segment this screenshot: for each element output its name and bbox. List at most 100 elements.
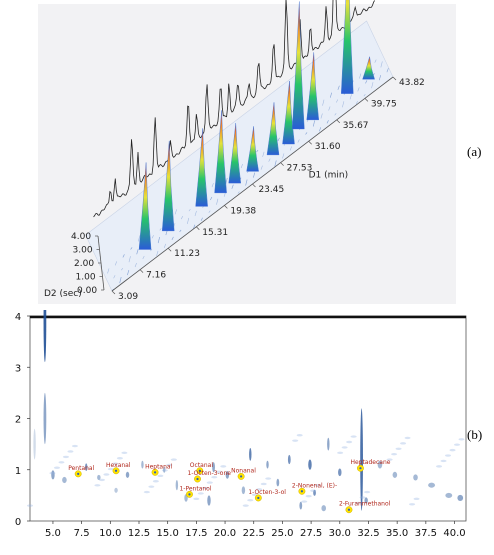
heatmap-haze [310, 489, 317, 492]
surface-noise [225, 177, 228, 185]
surface-noise [336, 99, 339, 103]
heatmap-haze [337, 451, 344, 455]
x-tick-label: 7.5 [74, 528, 90, 539]
compound-label: 1-Octen-3-one [188, 470, 232, 477]
heatmap-blob [287, 454, 291, 465]
heatmap-blob [249, 447, 252, 461]
compound-label: Pentanal [68, 465, 94, 472]
heatmap-blob [377, 460, 383, 469]
heatmap-haze [445, 454, 452, 457]
d1-tick-label: 7.16 [146, 271, 166, 281]
heatmap-blob [43, 392, 47, 445]
x-tick-label: 30.0 [329, 528, 351, 539]
heatmap-haze [391, 452, 398, 456]
compound-peak-core [240, 475, 243, 478]
surface-noise [159, 228, 162, 231]
x-tick-label: 17.5 [185, 528, 207, 539]
surface-noise [349, 94, 352, 100]
surface-noise [245, 179, 248, 186]
heatmap-haze [458, 438, 465, 441]
surface-noise [326, 120, 329, 124]
heatmap-haze [355, 501, 362, 505]
heatmap-blob [445, 492, 453, 498]
d2-tick-label: 2.00 [74, 259, 94, 269]
heatmap-haze [53, 466, 60, 469]
surface-noise [297, 139, 300, 143]
d1-tick [280, 162, 284, 166]
surface-noise [262, 151, 265, 157]
compound-peak-core [153, 471, 157, 474]
panel-a-3d-surface: 3.09 7.16 11.23 15.31 19.38 23.45 27.53 31.60 35… [38, 0, 456, 304]
compound-peak-core [188, 493, 191, 496]
x-tick-label: 37.5 [415, 528, 437, 539]
heatmap-haze [116, 457, 123, 460]
heatmap-haze [292, 439, 299, 442]
plot-area [29, 315, 467, 522]
compound-label: 2-Furanmethanol [339, 501, 391, 508]
surface-noise [380, 61, 383, 68]
heatmap-haze [305, 494, 312, 498]
heatmap-blob [85, 463, 88, 472]
surface-noise [187, 217, 190, 224]
surface-peak [306, 52, 319, 121]
surface-noise [156, 250, 159, 256]
compound-label: 1-Pentanol [179, 485, 211, 492]
surface-noise [200, 217, 203, 221]
x-tick-label: 20.0 [214, 528, 236, 539]
compound-label: Heptadecane [350, 459, 390, 466]
d2-axis-label: D2 (sec) [44, 289, 82, 299]
d2-tick-label: 4.00 [71, 232, 91, 242]
d1-tick-label: 3.09 [118, 292, 138, 302]
surface-noise [274, 160, 277, 167]
heatmap-haze [341, 446, 348, 449]
heatmap-blob [313, 489, 316, 496]
heatmap-haze [400, 442, 407, 445]
heatmap-haze [157, 474, 164, 478]
heatmap-haze [197, 492, 204, 495]
heatmap-blob [212, 462, 215, 473]
surface-noise [342, 101, 345, 108]
d1-tick [224, 205, 228, 209]
surface-noise [355, 101, 358, 105]
heatmap-blob [266, 460, 269, 469]
heatmap-haze [161, 469, 168, 472]
x-tick-label: 27.5 [300, 528, 322, 539]
surface-noise [171, 236, 174, 241]
d2-tick-label: 0.00 [77, 286, 97, 296]
heatmap-blob [163, 466, 166, 473]
surface-noise [319, 127, 322, 132]
surface-peak [282, 80, 295, 145]
d1-tick [364, 98, 369, 102]
surface-noise [113, 275, 116, 279]
heatmap-blob [308, 459, 312, 470]
heatmap-blob [457, 494, 464, 502]
surface-noise [337, 85, 340, 90]
surface-noise [142, 255, 145, 260]
compound-label: Hexanal [106, 462, 131, 469]
surface-noise [334, 113, 337, 116]
compound-label: 2-Nonenal, (E)- [292, 482, 337, 489]
compound-label: Octanal [190, 462, 214, 469]
heatmap-blob [360, 408, 363, 511]
surface-noise [114, 261, 117, 266]
d1-tick [252, 183, 256, 188]
compound-peak-core [114, 469, 118, 472]
compound-peak-core [300, 490, 304, 493]
compound-peak-core [77, 472, 80, 475]
heatmap-haze [242, 504, 249, 507]
surface-noise [386, 68, 389, 73]
surface-peak [161, 140, 175, 232]
heatmap-haze [211, 475, 218, 479]
heatmap-haze [260, 482, 267, 486]
surface-noise [136, 249, 139, 255]
heatmap-haze [143, 490, 150, 494]
surface-noise [328, 106, 331, 111]
surface-noise [122, 254, 125, 258]
surface-noise [256, 149, 259, 153]
heatmap-blob [338, 468, 342, 477]
surface-peak [246, 126, 259, 172]
heatmap-blob [413, 474, 418, 481]
heatmap-haze [98, 478, 105, 482]
heatmap-haze [107, 467, 114, 471]
heatmap-blob [364, 497, 368, 504]
